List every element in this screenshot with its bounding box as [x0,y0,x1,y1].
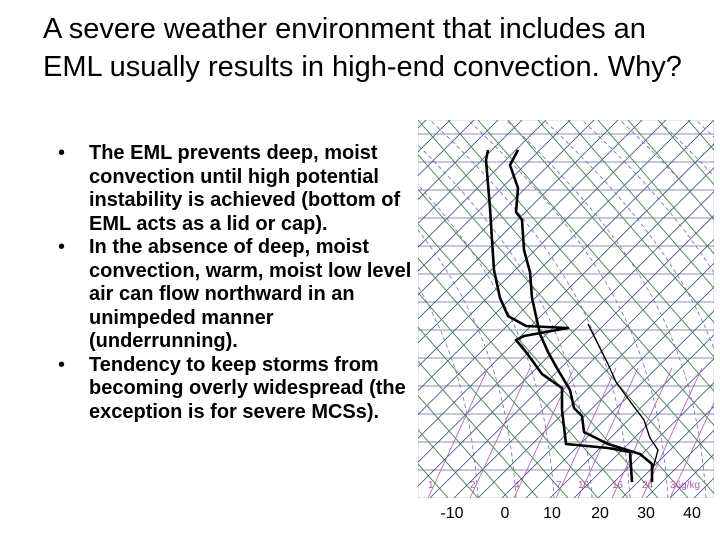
moist-adiabat-line [418,144,593,498]
mixing-ratio-label: 24 [642,480,654,491]
dry-adiabat-line [597,120,714,255]
mixing-ratio-label: 10 [578,480,590,491]
isotherm-line [573,358,714,498]
dry-adiabat-line [627,120,714,220]
isotherm-line [418,120,619,320]
mixing-ratio-line [611,367,673,498]
mixing-ratio-label: 36g/kg [670,480,700,491]
dry-adiabat-line [418,188,689,498]
dry-adiabat-line [418,120,714,461]
isotherm-line [418,120,643,344]
diagram-grid [418,120,714,498]
mixing-ratio-label: 1 [428,480,434,491]
bullet-marker: • [58,142,66,164]
isotherm-line [418,120,547,248]
isotherm-line [597,382,714,498]
mixing-ratio-labels: 1 2 4 7 10 16 24 36g/kg [428,480,700,491]
isotherm-line [418,143,714,439]
dry-adiabat-line [418,326,569,498]
temperature-tick-label: 0 [500,505,510,522]
dry-adiabat-line [507,120,714,358]
dry-adiabat-line [537,120,714,324]
dry-adiabat-line [418,153,714,495]
isotherm-line [418,120,691,392]
bullet-text: In the absence of deep, moist convection… [89,236,412,352]
bullet-item: • Tendency to keep storms from becoming … [58,354,418,425]
isotherm-line [418,120,667,368]
sounding-profiles [484,149,659,483]
moist-adiabat-line [619,120,714,221]
mixing-ratio-label: 2 [470,480,476,491]
isotherm-line [418,120,571,272]
moist-adiabat-line [429,120,631,498]
bullet-text: Tendency to keep storms from becoming ov… [89,353,406,423]
dry-adiabat-line [418,360,539,498]
mixing-ratio-label: 16 [612,480,624,491]
isotherm-line [418,120,714,416]
mixing-ratio-label: 4 [514,480,520,491]
isotherm-line [418,191,714,487]
moist-adiabat-line [543,120,714,351]
dewpoint-trace [484,149,634,483]
mixing-ratio-line [577,367,639,498]
mixing-ratio-line [513,367,575,498]
dry-adiabat-line [418,429,479,498]
moist-adiabat-line [418,285,479,498]
dry-adiabat-line [567,120,714,289]
bullet-text: The EML prevents deep, moist convection … [89,142,401,235]
isotherm-line [453,238,714,498]
parcel-trace [587,323,659,473]
moist-adiabat-line [505,120,707,498]
temperature-tick-label: -10 [440,505,464,522]
dry-adiabat-line [418,257,629,498]
isotherm-line [621,405,714,498]
moist-adiabat-line [581,120,714,274]
slide-title: A severe weather environment that includ… [43,13,682,83]
temperature-tick-label: 10 [543,505,561,522]
isotherm-line [418,120,499,201]
isotherm-line [645,429,714,498]
temperature-tick-label: 20 [591,505,609,522]
bullet-item: • In the absence of deep, moist convecti… [58,236,418,354]
temperature-tick-label: 30 [637,505,655,522]
skew-t-diagram: 1 2 4 7 10 16 24 36g/kg [418,120,714,498]
dry-adiabat-line [477,120,714,392]
temperature-tick-label: 40 [683,505,701,522]
dry-adiabat-line [657,120,714,186]
dry-adiabat-line [447,120,714,426]
dry-adiabat-line [418,291,599,498]
moist-adiabat-line [467,120,669,498]
isotherm-line [477,262,714,498]
moist-adiabat-line [418,229,517,498]
dry-adiabat-line [418,394,509,498]
moist-adiabat-line [657,120,714,177]
bullet-item: • The EML prevents deep, moist convectio… [58,142,418,236]
bullet-marker: • [58,353,66,376]
bullet-list: • The EML prevents deep, moist convectio… [58,142,418,424]
bullet-marker: • [58,236,66,258]
isotherm-line [418,120,523,225]
mixing-ratio-line [469,367,531,498]
temperature-trace [508,149,654,482]
isotherm-line [549,334,714,498]
mixing-ratio-line [427,367,489,498]
mixing-ratio-line [669,401,714,498]
isotherm-line [418,167,714,463]
mixing-ratio-label: 7 [556,480,562,491]
